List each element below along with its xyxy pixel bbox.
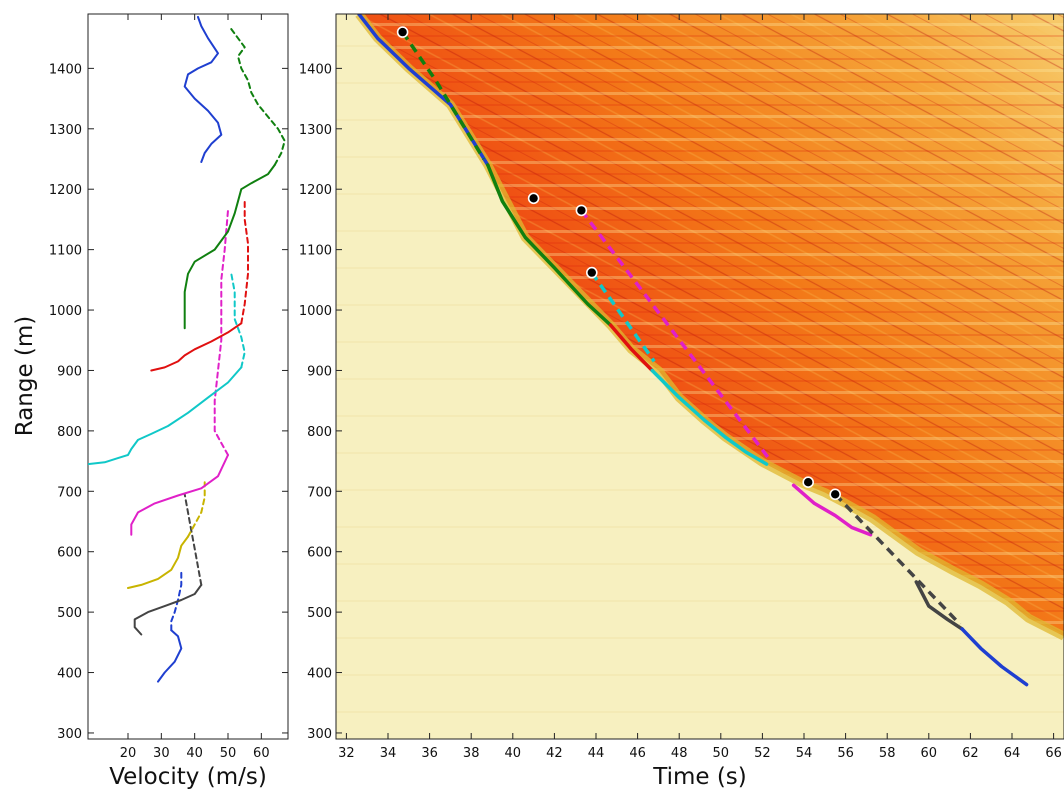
velocity-x-tick-label: 20 [120,746,137,761]
heatmap-axis-ticks: 32 34 36 38 40 42 44 46 48 50 52 54 56 58 60 62 64 66 300 4… [299,14,1062,761]
front-line-segment [791,483,873,537]
range-y-tick-label: 800 [307,425,332,440]
velocity-series [157,629,183,683]
range-y-tick-label: 300 [307,727,332,742]
heatmap-panel: 32 34 36 38 40 42 44 46 48 50 52 54 56 58 60 62 64 66 300 4… [299,13,1064,790]
time-x-tick-label: 44 [588,746,605,761]
time-x-tick-label: 32 [338,746,355,761]
velocity-axis-ticks: 20 30 40 50 60 300 400 500 600 700 800 900 1000 1100 1… [49,14,288,761]
velocity-y-tick-label: 900 [57,364,82,379]
front-line-segment [486,163,613,327]
time-x-tick-label: 62 [962,746,979,761]
velocity-dashed-series [170,571,183,632]
time-x-tick-label: 50 [713,746,730,761]
velocity-y-axis-title: Range (m) [12,316,38,437]
dashed-trajectory-line [833,493,962,626]
front-line-segments [357,14,1029,687]
velocity-series-group [88,16,286,683]
velocity-series [130,454,229,536]
velocity-plot-frame [87,13,289,740]
velocity-x-axis-title: Velocity (m/s) [109,764,267,790]
velocity-y-tick-label: 1400 [49,62,82,77]
velocity-y-tick-label: 1200 [49,183,82,198]
front-line-segment [960,627,1029,687]
range-y-tick-label: 1400 [299,62,332,77]
time-x-tick-label: 36 [421,746,438,761]
heatmap-image [336,14,1064,739]
range-y-tick-label: 1300 [299,123,332,138]
range-y-tick-label: 600 [307,546,332,561]
velocity-y-tick-label: 300 [57,727,82,742]
velocity-series [183,16,223,163]
marker-point [802,476,815,489]
range-y-tick-label: 1000 [299,304,332,319]
time-x-tick-label: 56 [837,746,854,761]
velocity-x-tick-label: 50 [220,746,237,761]
velocity-x-tick-label: 60 [253,746,270,761]
marker-point [396,26,409,38]
time-x-tick-label: 48 [671,746,688,761]
time-x-tick-label: 40 [505,746,522,761]
marker-points [396,26,842,501]
velocity-y-tick-label: 1000 [49,304,82,319]
time-x-tick-label: 34 [380,746,397,761]
dashed-trajectory-lines [401,31,962,626]
velocity-dashed-series [230,28,286,166]
time-x-tick-label: 66 [1045,746,1062,761]
heatmap-bands [358,14,1064,637]
marker-point [585,266,598,279]
velocity-dashed-series [230,272,246,369]
velocity-dashed-series [213,209,229,456]
front-line-segment [608,323,654,373]
velocity-y-tick-label: 500 [57,606,82,621]
front-line-segment [914,580,964,631]
velocity-y-tick-label: 1300 [49,123,82,138]
range-y-tick-label: 1200 [299,183,332,198]
time-x-tick-label: 46 [629,746,646,761]
velocity-series [150,322,243,372]
heatmap-plot-frame [335,13,1064,740]
range-y-tick-label: 1100 [299,244,332,259]
range-y-tick-label: 400 [307,667,332,682]
velocity-series [183,164,276,330]
velocity-series [133,583,203,636]
velocity-series [88,366,243,466]
velocity-y-tick-label: 700 [57,485,82,500]
range-y-tick-label: 900 [307,364,332,379]
velocity-dashed-series [187,481,206,538]
time-x-tick-label: 52 [754,746,771,761]
time-x-tick-label: 64 [1004,746,1021,761]
front-line-segment [650,368,769,466]
velocity-y-tick-label: 600 [57,546,82,561]
time-x-axis-title: Time (s) [652,764,747,790]
velocity-y-tick-label: 400 [57,667,82,682]
velocity-dashed-series [240,197,249,325]
velocity-panel: 20 30 40 50 60 300 400 500 600 700 800 900 1000 1100 1… [12,13,289,790]
velocity-y-tick-label: 1100 [49,244,82,259]
velocity-x-tick-label: 30 [153,746,170,761]
marker-point [527,192,540,205]
velocity-series [127,535,189,589]
time-x-tick-label: 60 [921,746,938,761]
marker-point [829,488,842,501]
dashed-trajectory-line [590,271,656,363]
time-x-tick-label: 54 [796,746,813,761]
marker-point [575,204,588,217]
dashed-trajectory-line [580,209,770,460]
velocity-y-tick-label: 800 [57,425,82,440]
velocity-dashed-series [183,493,203,586]
range-y-tick-label: 500 [307,606,332,621]
velocity-x-tick-label: 40 [186,746,203,761]
range-y-tick-label: 700 [307,485,332,500]
time-x-tick-label: 58 [879,746,896,761]
dashed-trajectory-line [401,31,486,160]
time-x-tick-label: 38 [463,746,480,761]
time-x-tick-label: 42 [546,746,563,761]
